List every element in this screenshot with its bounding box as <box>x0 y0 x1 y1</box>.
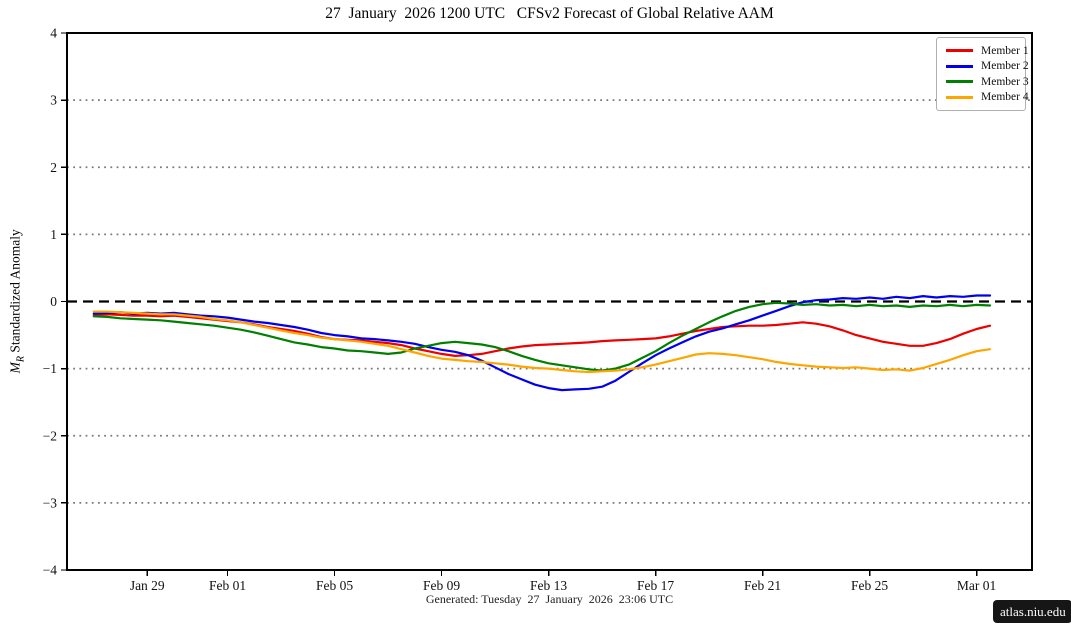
y-tick-label-2: 2 <box>50 160 57 175</box>
chart-title: 27 January 2026 1200 UTC CFSv2 Forecast … <box>325 5 774 22</box>
y-tick-label-1: 1 <box>50 227 57 242</box>
x-tick-label-feb-17: Feb 17 <box>637 578 674 593</box>
x-tick-label-feb-13: Feb 13 <box>530 578 567 593</box>
y-tick-label--4: −4 <box>43 563 58 578</box>
series-line-member-2 <box>92 294 992 392</box>
legend-label: Member 3 <box>981 75 1029 88</box>
legend-label: Member 1 <box>981 44 1029 57</box>
y-tick-label--3: −3 <box>43 495 58 510</box>
x-tick-label-feb-25: Feb 25 <box>851 578 888 593</box>
y-tick-label-0: 0 <box>50 294 57 309</box>
legend-item-member-1: Member 1 <box>946 43 1029 59</box>
legend-label: Member 2 <box>981 60 1029 73</box>
y-tick-label--1: −1 <box>43 361 57 376</box>
legend-label: Member 4 <box>981 91 1029 104</box>
legend-item-member-3: Member 3 <box>946 74 1029 90</box>
member-4-line-swatch <box>946 95 973 99</box>
generated-timestamp: Generated: Tuesday 27 January 2026 23:06… <box>425 592 674 606</box>
site-watermark: atlas.niu.edu <box>993 600 1071 623</box>
member-3-line-swatch <box>946 80 973 84</box>
x-tick-label-jan-29: Jan 29 <box>130 578 165 593</box>
x-tick-label-mar-01: Mar 01 <box>957 578 996 593</box>
x-tick-label-feb-09: Feb 09 <box>423 578 460 593</box>
legend: Member 1 Member 2 Member 3 Member 4 <box>936 37 1029 111</box>
y-tick-label-4: 4 <box>50 26 57 41</box>
member-1-line-swatch <box>946 49 973 53</box>
x-tick-label-feb-01: Feb 01 <box>209 578 246 593</box>
x-tick-label-feb-21: Feb 21 <box>744 578 781 593</box>
y-tick-label-3: 3 <box>50 93 57 108</box>
legend-item-member-2: Member 2 <box>946 59 1029 75</box>
member-2-line-swatch <box>946 64 973 68</box>
series-line-member-4 <box>92 310 992 374</box>
legend-item-member-4: Member 4 <box>946 90 1029 106</box>
series-line-member-3 <box>92 301 992 372</box>
x-tick-label-feb-05: Feb 05 <box>316 578 353 593</box>
y-tick-label--2: −2 <box>43 428 57 443</box>
